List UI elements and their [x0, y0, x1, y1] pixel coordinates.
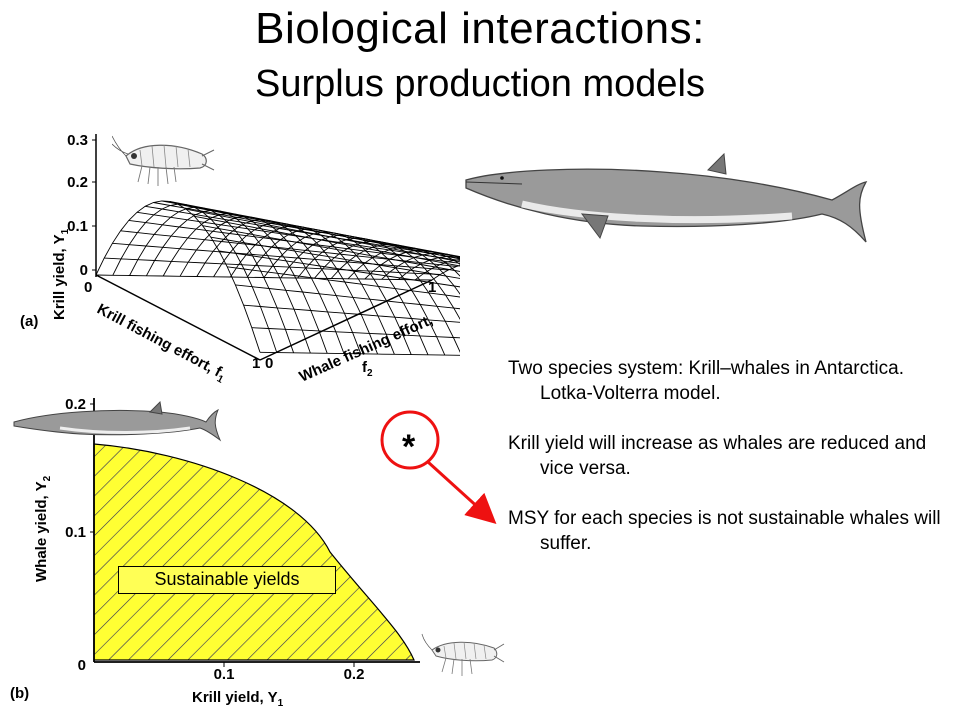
panel-a-y-tick: 0.2: [67, 174, 88, 191]
panel-a-y-tick: 0.3: [67, 132, 88, 149]
mesh-line: [235, 284, 460, 310]
panel-a-whale-effort-symbol: f2: [362, 359, 373, 379]
panel-a-y-axis-label: Krill yield, Y1: [51, 228, 71, 320]
panel-a-label: (a): [20, 313, 38, 330]
mesh-line: [259, 351, 460, 356]
whale-icon: [13, 400, 222, 442]
marker-star: *: [402, 428, 416, 466]
panel-b-x-axis-label: Krill yield, Y1: [192, 689, 284, 709]
slide-title: Biological interactions:: [255, 4, 705, 53]
mesh-line: [194, 215, 460, 267]
mesh-line: [297, 237, 460, 353]
marker-arrow: [426, 460, 497, 525]
surface-mesh: [95, 200, 460, 356]
panel-b-y-tick: 0.2: [65, 396, 86, 413]
bullet-item: Krill yield will increase as whales are …: [508, 433, 927, 479]
panel-a-origin-tick: 0: [84, 279, 92, 296]
mesh-line: [280, 234, 446, 356]
panel-b-yield-plot: 0.2 0.1 0 0.1 0.2 Whale yield, Y2 Krill …: [10, 396, 505, 709]
krill-icon: [421, 633, 505, 676]
bullet-list: Two species system: Krill–whales in Anta…: [508, 356, 948, 581]
mesh-line: [210, 236, 460, 279]
panel-a-krill-effort-label: Krill fishing effort, f1: [93, 301, 230, 386]
mesh-line: [263, 231, 429, 355]
mesh-line: [227, 266, 460, 298]
panel-b-y-axis-label: Whale yield, Y2: [33, 475, 53, 582]
mesh-line: [251, 327, 460, 339]
mesh-line: [330, 243, 460, 295]
mesh-line: [243, 304, 460, 323]
krill-icon: [112, 135, 215, 186]
mesh-line: [202, 225, 460, 272]
whale-icon: [465, 152, 868, 243]
panel-a-y-tick: 0: [80, 262, 88, 279]
mesh-line: [347, 246, 460, 280]
panel-a-y-tick: 0.1: [67, 218, 88, 235]
mesh-line: [218, 250, 460, 288]
marker-circle: [380, 410, 440, 470]
bullet-item: Two species system: Krill–whales in Anta…: [508, 358, 904, 404]
panel-a-whale-end-tick: 1: [428, 279, 436, 296]
panel-b-y-tick: 0: [78, 657, 86, 674]
panel-a-krill-end-tick: 1: [252, 355, 260, 372]
mesh-line: [381, 252, 460, 280]
msy-marker: *: [380, 410, 497, 525]
mesh-line: [314, 240, 460, 320]
mesh-line: [398, 255, 460, 280]
sustainable-yields-label: Sustainable yields: [118, 566, 336, 594]
sustainable-region: [93, 443, 415, 661]
panel-b-x-tick: 0.2: [344, 666, 365, 683]
mesh-line: [414, 259, 460, 281]
panel-b-label: (b): [10, 685, 29, 702]
panel-a-whale-start-tick: 0: [265, 355, 273, 372]
panel-a-y-ticks: 0.3 0.2 0.1 0: [67, 132, 96, 279]
panel-a-surface-plot: Krill yield, Y1 0.3 0.2 0.1 0 0 1 1 0 (a…: [20, 132, 460, 386]
slide-subtitle: Surplus production models: [255, 63, 705, 105]
panel-b-y-tick: 0.1: [65, 524, 86, 541]
mesh-line: [431, 264, 460, 281]
mesh-line: [186, 208, 460, 263]
panel-b-x-tick: 0.1: [214, 666, 235, 683]
bullet-item: MSY for each species is not sustainable …: [508, 508, 941, 554]
panel-b-ticks: 0.2 0.1 0 0.1 0.2: [65, 396, 364, 683]
